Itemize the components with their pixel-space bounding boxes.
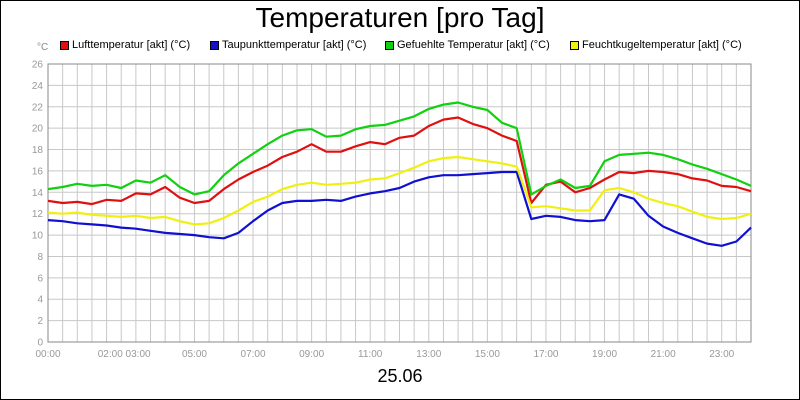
legend-swatch-taupunkttemperatur [210, 41, 219, 50]
legend-label-taupunkttemperatur: Taupunkttemperatur [akt] (°C) [222, 39, 367, 51]
x-tick-label: 17:00 [533, 349, 558, 360]
x-tick-label: 19:00 [592, 349, 617, 360]
series-line-1 [47, 170, 752, 247]
y-tick-label: 2 [37, 316, 43, 327]
legend-label-gefuehlte-temperatur: Gefuehlte Temperatur [akt] (°C) [397, 39, 550, 51]
series-line-0 [47, 116, 752, 206]
y-tick-label: 4 [37, 295, 43, 306]
x-tick-label: 13:00 [416, 349, 441, 360]
x-tick-label: 09:00 [299, 349, 324, 360]
legend-swatch-feuchtkugeltemperatur [570, 41, 579, 50]
chart-title: Temperaturen [pro Tag] [255, 2, 545, 33]
y-tick-label: 6 [37, 273, 43, 284]
y-tick-label: 16 [32, 166, 44, 177]
x-tick-label: 02:00 03:00 [98, 349, 151, 360]
x-tick-label: 23:00 [709, 349, 734, 360]
series-line-2 [47, 101, 752, 196]
legend-label-feuchtkugeltemperatur: Feuchtkugeltemperatur [akt] (°C) [582, 39, 742, 51]
y-tick-label: 24 [32, 81, 44, 92]
y-tick-label: 26 [32, 60, 44, 71]
x-tick-label: 00:00 [35, 349, 60, 360]
y-tick-label: 22 [32, 102, 44, 113]
series-line-3 [47, 155, 752, 226]
y-tick-label: 14 [32, 188, 44, 199]
y-tick-label: 10 [32, 231, 44, 242]
x-tick-label: 11:00 [358, 349, 383, 360]
legend-swatch-gefuehlte-temperatur [385, 41, 394, 50]
x-tick-label: 07:00 [241, 349, 266, 360]
y-tick-label: 12 [32, 209, 44, 220]
x-tick-label: 15:00 [475, 349, 500, 360]
x-tick-label: 21:00 [651, 349, 676, 360]
legend-label-lufttemperatur: Lufttemperatur [akt] (°C) [72, 39, 191, 51]
y-tick-label: 20 [32, 124, 44, 135]
legend-swatch-lufttemperatur [60, 41, 69, 50]
plot-border [47, 63, 752, 343]
y-tick-label: 18 [32, 145, 44, 156]
y-tick-label: 0 [37, 338, 43, 349]
x-tick-label: 05:00 [182, 349, 207, 360]
y-axis-unit-label: °C [37, 42, 49, 53]
date-label: 25.06 [377, 366, 423, 386]
y-tick-label: 8 [37, 252, 43, 263]
